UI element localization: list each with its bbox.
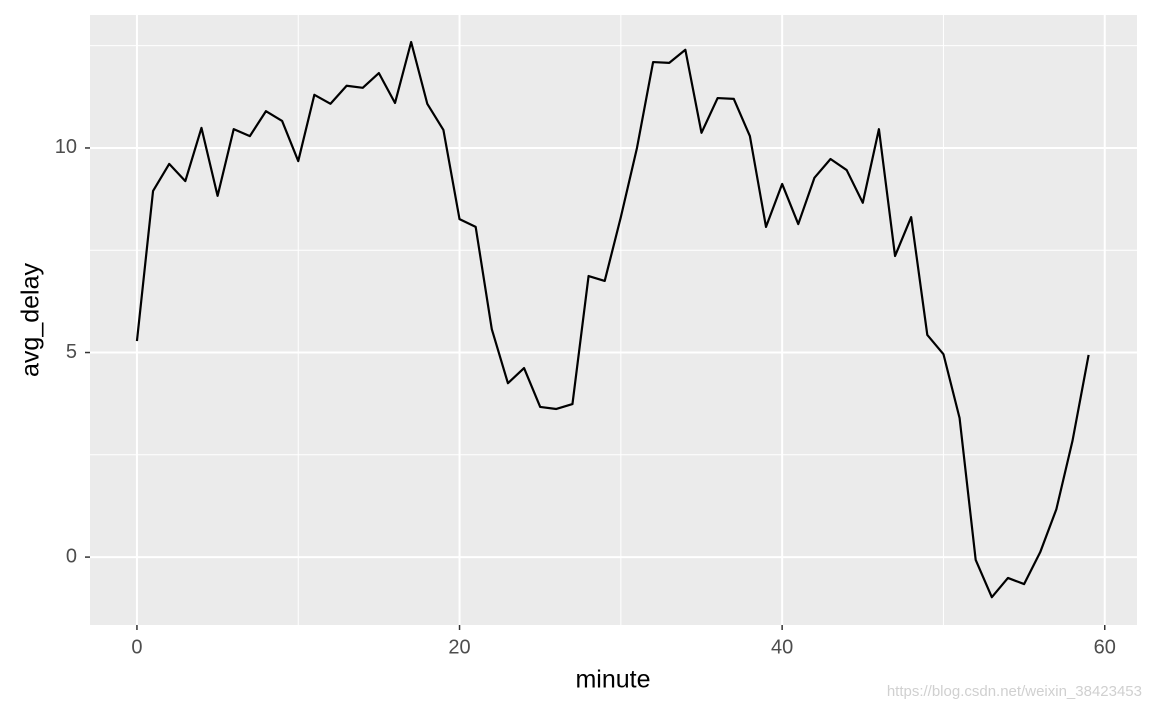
x-tick-label: 60 [1094, 636, 1116, 658]
x-tick-label: 20 [448, 636, 470, 658]
x-axis-title: minute [575, 666, 650, 694]
x-tick-label: 40 [771, 636, 793, 658]
panel [90, 15, 1137, 625]
y-tick-label: 5 [66, 341, 77, 363]
data-line [135, 40, 1090, 599]
x-tick-label: 0 [131, 636, 142, 658]
y-tick-label: 10 [55, 136, 77, 158]
y-tick-label: 0 [66, 545, 77, 567]
y-axis-title: avg_delay [17, 263, 45, 377]
watermark: https://blog.csdn.net/weixin_38423453 [887, 683, 1142, 700]
